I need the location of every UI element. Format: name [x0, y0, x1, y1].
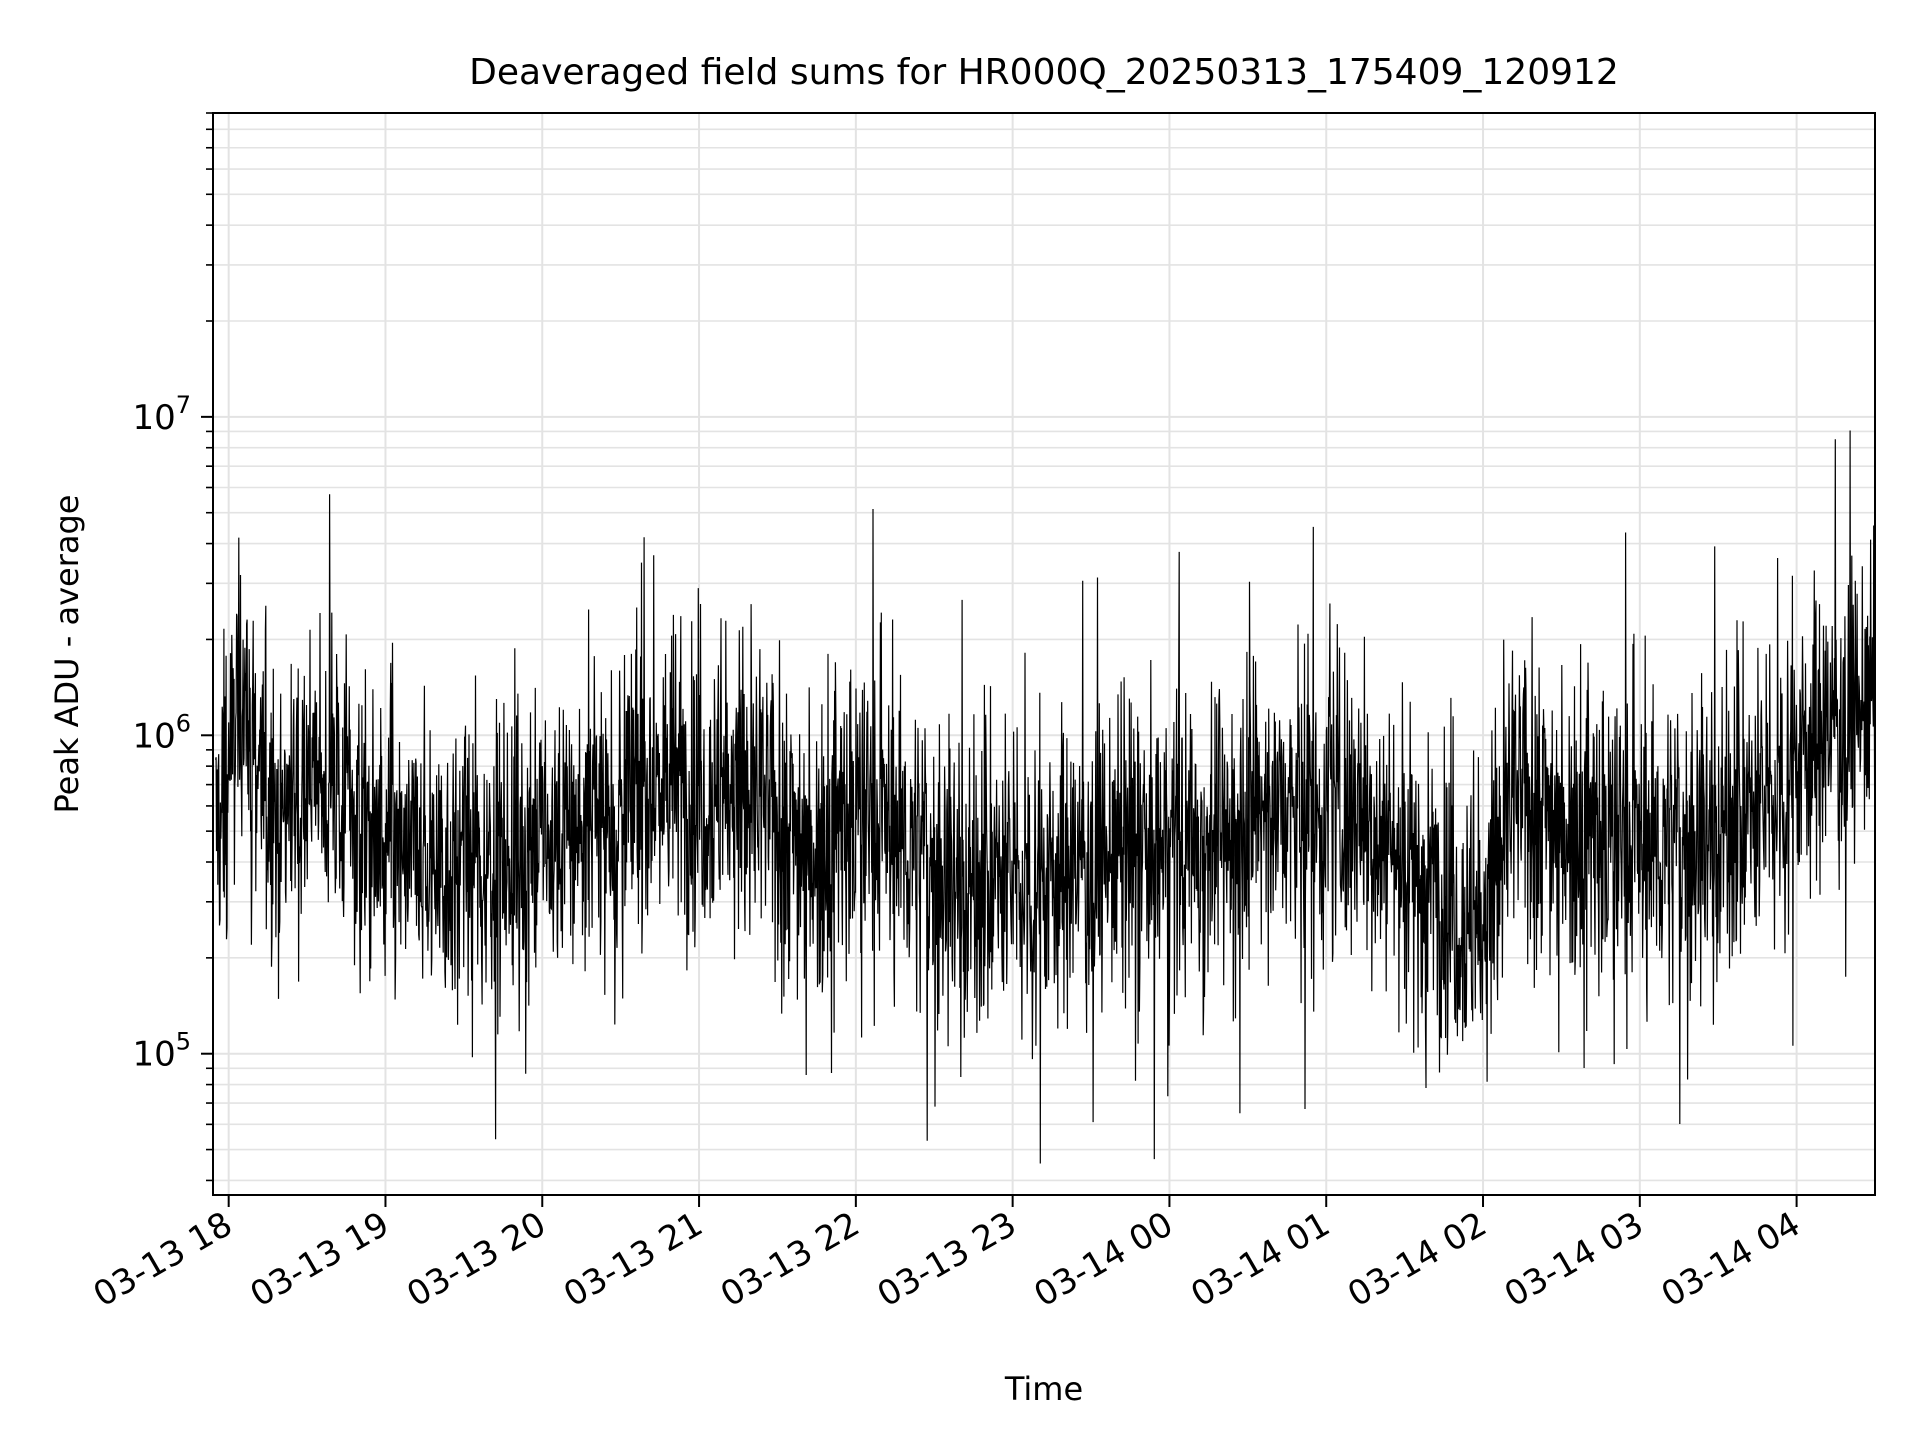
y-tick-label-exponent: 5: [176, 1028, 191, 1056]
y-tick-label-base: 10: [132, 716, 175, 756]
y-tick-label: 105: [132, 1028, 191, 1075]
y-tick-label: 107: [132, 391, 191, 438]
y-tick-label-exponent: 7: [176, 391, 191, 419]
x-axis-label: Time: [1004, 1370, 1083, 1408]
y-tick-label-base: 10: [132, 398, 175, 438]
y-tick-label-base: 10: [132, 1035, 175, 1075]
data-series-layer: [215, 430, 1875, 1164]
y-axis-label: Peak ADU - average: [48, 495, 86, 814]
chart-title: Deaveraged field sums for HR000Q_2025031…: [469, 52, 1619, 93]
y-tick-label-exponent: 6: [176, 709, 191, 737]
series-line: [215, 430, 1875, 1164]
y-tick-label: 106: [132, 709, 191, 756]
plot-frame: [212, 112, 1876, 1196]
